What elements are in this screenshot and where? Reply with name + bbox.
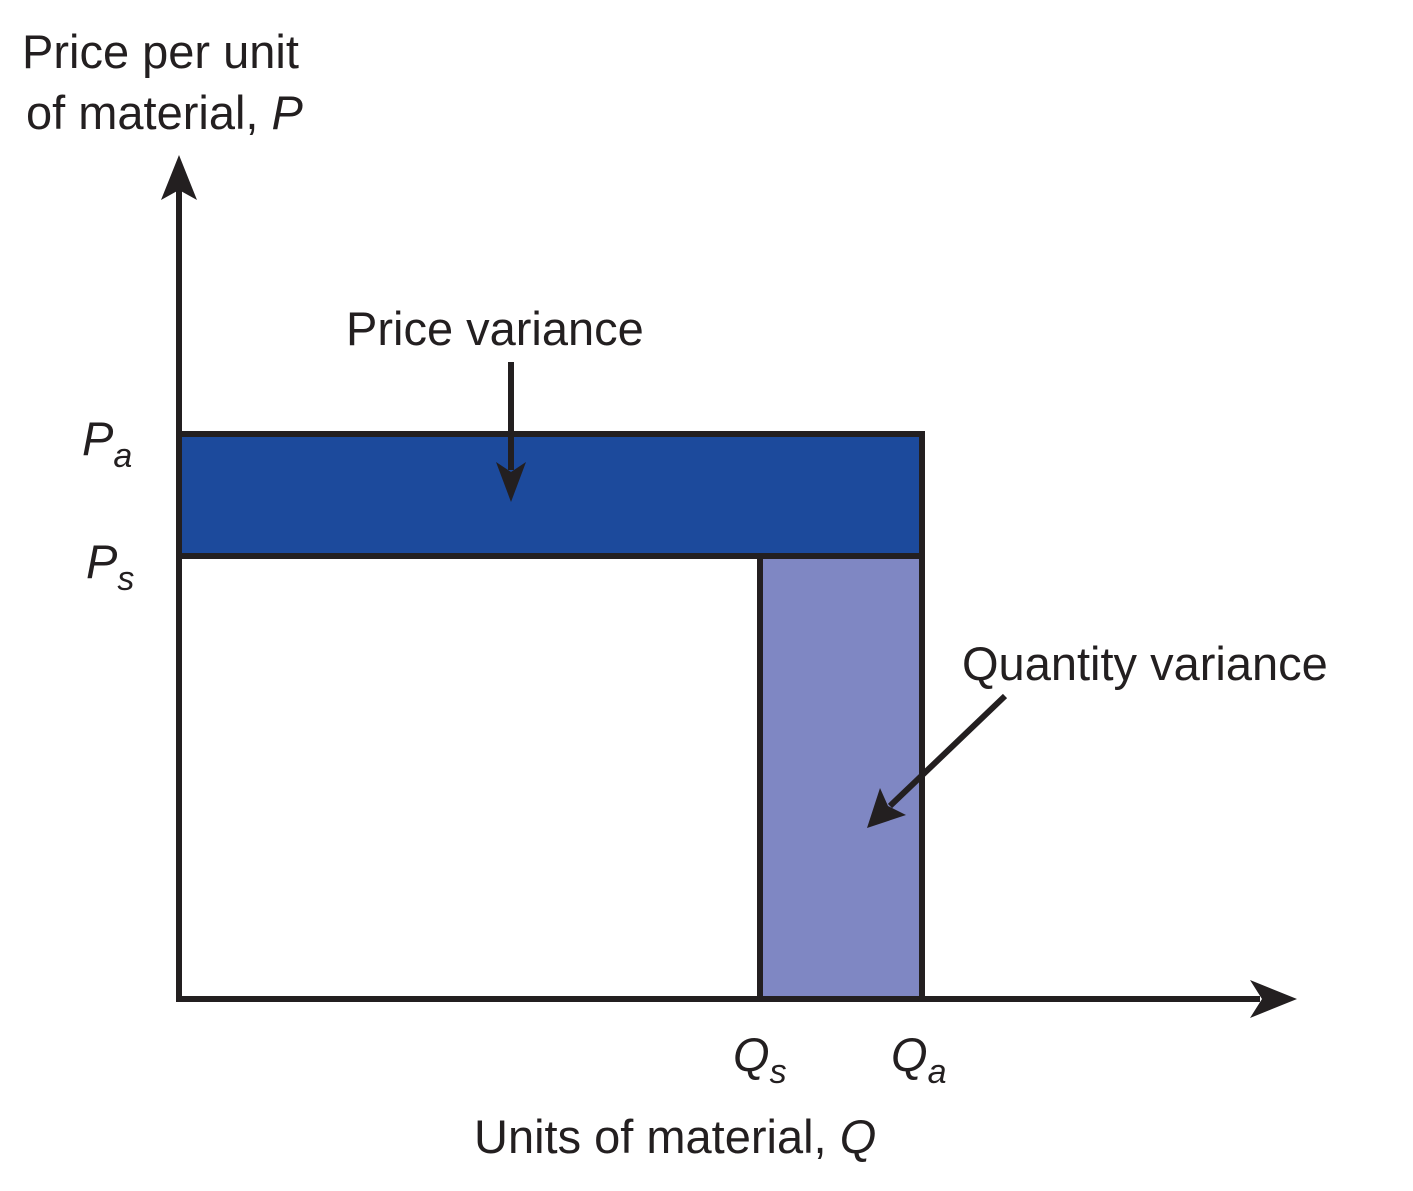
- price-variance-label: Price variance: [346, 302, 644, 355]
- quantity-variance-area: [757, 553, 925, 1002]
- tick-qs-subscript: s: [770, 1053, 787, 1091]
- tick-label-ps: Ps: [86, 535, 134, 598]
- y-axis-title-symbol: P: [272, 86, 304, 139]
- y-axis-title-line1: Price per unit: [22, 25, 299, 78]
- tick-qa-symbol: Q: [891, 1028, 928, 1081]
- tick-ps-symbol: P: [86, 535, 118, 588]
- tick-pa-subscript: a: [113, 437, 132, 475]
- tick-label-qa: Qa: [891, 1028, 946, 1091]
- tick-label-qs: Qs: [733, 1028, 787, 1091]
- quantity-variance-arrow-line: [887, 693, 1008, 809]
- tick-pa-symbol: P: [82, 412, 114, 465]
- tick-qs-symbol: Q: [733, 1028, 770, 1081]
- tick-ps-subscript: s: [117, 560, 134, 598]
- y-axis-arrowhead: [161, 155, 197, 200]
- y-axis-title-line2: of material, P: [26, 86, 304, 139]
- x-axis-title: Units of material, Q: [474, 1110, 876, 1163]
- price-variance-area: [176, 431, 925, 559]
- x-axis-arrowhead: [1250, 980, 1297, 1018]
- quantity-variance-label: Quantity variance: [962, 637, 1328, 690]
- tick-qa-subscript: a: [928, 1053, 947, 1091]
- y-axis-title-text: of material,: [26, 86, 272, 139]
- x-axis-title-text: Units of material,: [474, 1110, 840, 1163]
- tick-label-pa: Pa: [82, 412, 132, 475]
- price-variance-arrowhead: [496, 462, 526, 502]
- x-axis-title-symbol: Q: [840, 1110, 877, 1163]
- quantity-variance-arrowhead: [867, 788, 906, 828]
